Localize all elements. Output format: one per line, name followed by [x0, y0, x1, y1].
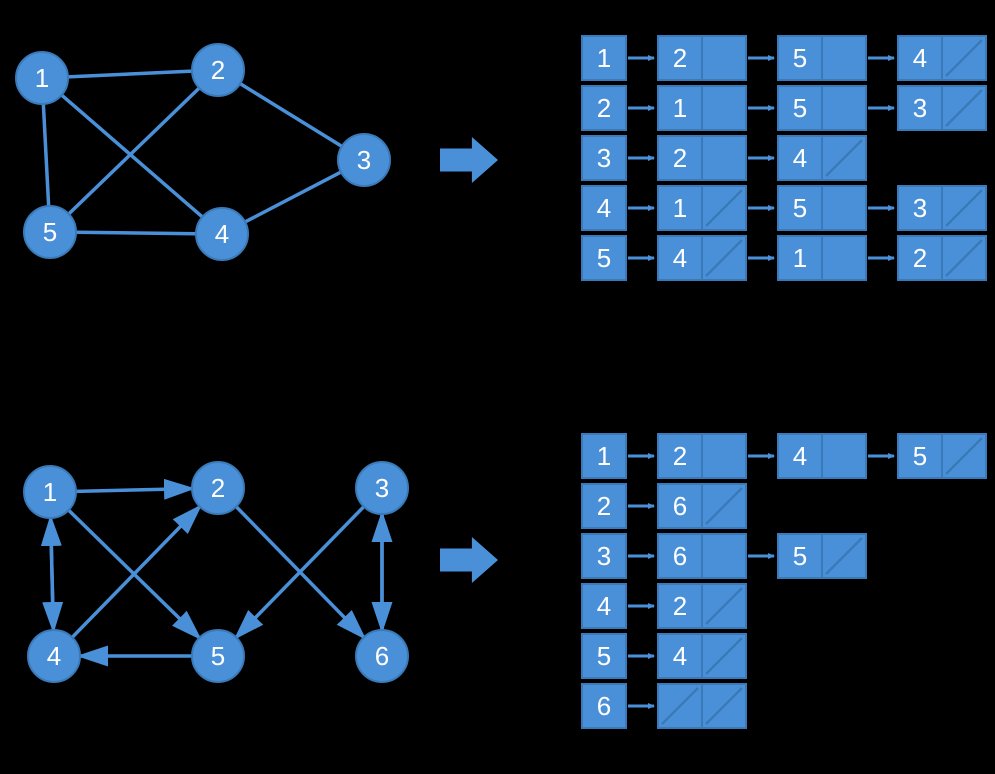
adj-node-value-label: 1 [793, 243, 807, 273]
adj-node-next-cell [702, 136, 746, 180]
graph-edge [68, 71, 192, 77]
graph-node-label: 5 [211, 641, 225, 671]
adj-node-value-label: 5 [913, 441, 927, 471]
graph-node-label: 4 [215, 219, 229, 249]
adj-node-value-label: 2 [673, 591, 687, 621]
graph-node-label: 1 [43, 477, 57, 507]
adj-node-next-cell [702, 36, 746, 80]
graph-node-label: 2 [211, 55, 225, 85]
adj-head-label: 4 [597, 591, 611, 621]
adj-node-value-label: 4 [673, 243, 687, 273]
adj-node-value-label: 6 [673, 541, 687, 571]
adj-head-label: 6 [597, 691, 611, 721]
adj-node-value-label: 3 [913, 93, 927, 123]
diagram-canvas: 1 2 3 5 4 1 2 5 4 2 1 5 3 3 2 4 4 1 5 3 5 4 1 2 1 2 3 4 5 6 1 2 4 5 2 6 3 6 5 4… [0, 0, 995, 774]
adj-head-label: 1 [597, 441, 611, 471]
adj-node-value-label: 4 [793, 441, 807, 471]
graph-node-label: 3 [357, 145, 371, 175]
adj-node-next-cell [702, 534, 746, 578]
graph-edge [76, 232, 196, 233]
adj-node-value-label: 2 [673, 43, 687, 73]
graph-edge [51, 518, 54, 630]
adj-node-value-label: 5 [793, 43, 807, 73]
adj-head-label: 3 [597, 541, 611, 571]
adj-node-value-label: 4 [793, 143, 807, 173]
adj-head-label: 2 [597, 491, 611, 521]
adj-node-next-cell [702, 86, 746, 130]
adj-node-next-cell [822, 86, 866, 130]
adj-node-value-label: 5 [793, 193, 807, 223]
graph-edge [245, 172, 341, 222]
transform-arrow [440, 537, 498, 583]
adj-node-value-label: 4 [673, 641, 687, 671]
graph-node-label: 3 [375, 473, 389, 503]
adj-node-value-label: 3 [913, 193, 927, 223]
adj-head-label: 2 [597, 93, 611, 123]
adj-head-label: 1 [597, 43, 611, 73]
adj-head-label: 3 [597, 143, 611, 173]
transform-arrow [440, 137, 498, 183]
adj-node-value-label: 1 [673, 93, 687, 123]
graph-edge [43, 104, 48, 206]
graph-node-label: 4 [47, 641, 61, 671]
adj-head-label: 5 [597, 641, 611, 671]
graph-node-label: 5 [43, 217, 57, 247]
adj-node-next-cell [702, 434, 746, 478]
adj-node-value-label: 5 [793, 93, 807, 123]
graph-node-label: 1 [35, 63, 49, 93]
graph-edge [76, 489, 192, 492]
adj-head-label: 5 [597, 243, 611, 273]
adj-node-value-label: 2 [913, 243, 927, 273]
adj-node-value-label: 1 [673, 193, 687, 223]
graph-edge [240, 84, 342, 147]
adj-node-next-cell [822, 186, 866, 230]
graph-node-label: 2 [211, 473, 225, 503]
graph-node-label: 6 [375, 641, 389, 671]
adj-head-label: 4 [597, 193, 611, 223]
adj-node-next-cell [822, 36, 866, 80]
adj-node-value-label: 2 [673, 441, 687, 471]
adj-node-value-label: 6 [673, 491, 687, 521]
adj-node-next-cell [822, 434, 866, 478]
adj-node-value-label: 2 [673, 143, 687, 173]
adj-node-next-cell [822, 236, 866, 280]
adj-node-value-label: 5 [793, 541, 807, 571]
adj-node-value-label: 4 [913, 43, 927, 73]
